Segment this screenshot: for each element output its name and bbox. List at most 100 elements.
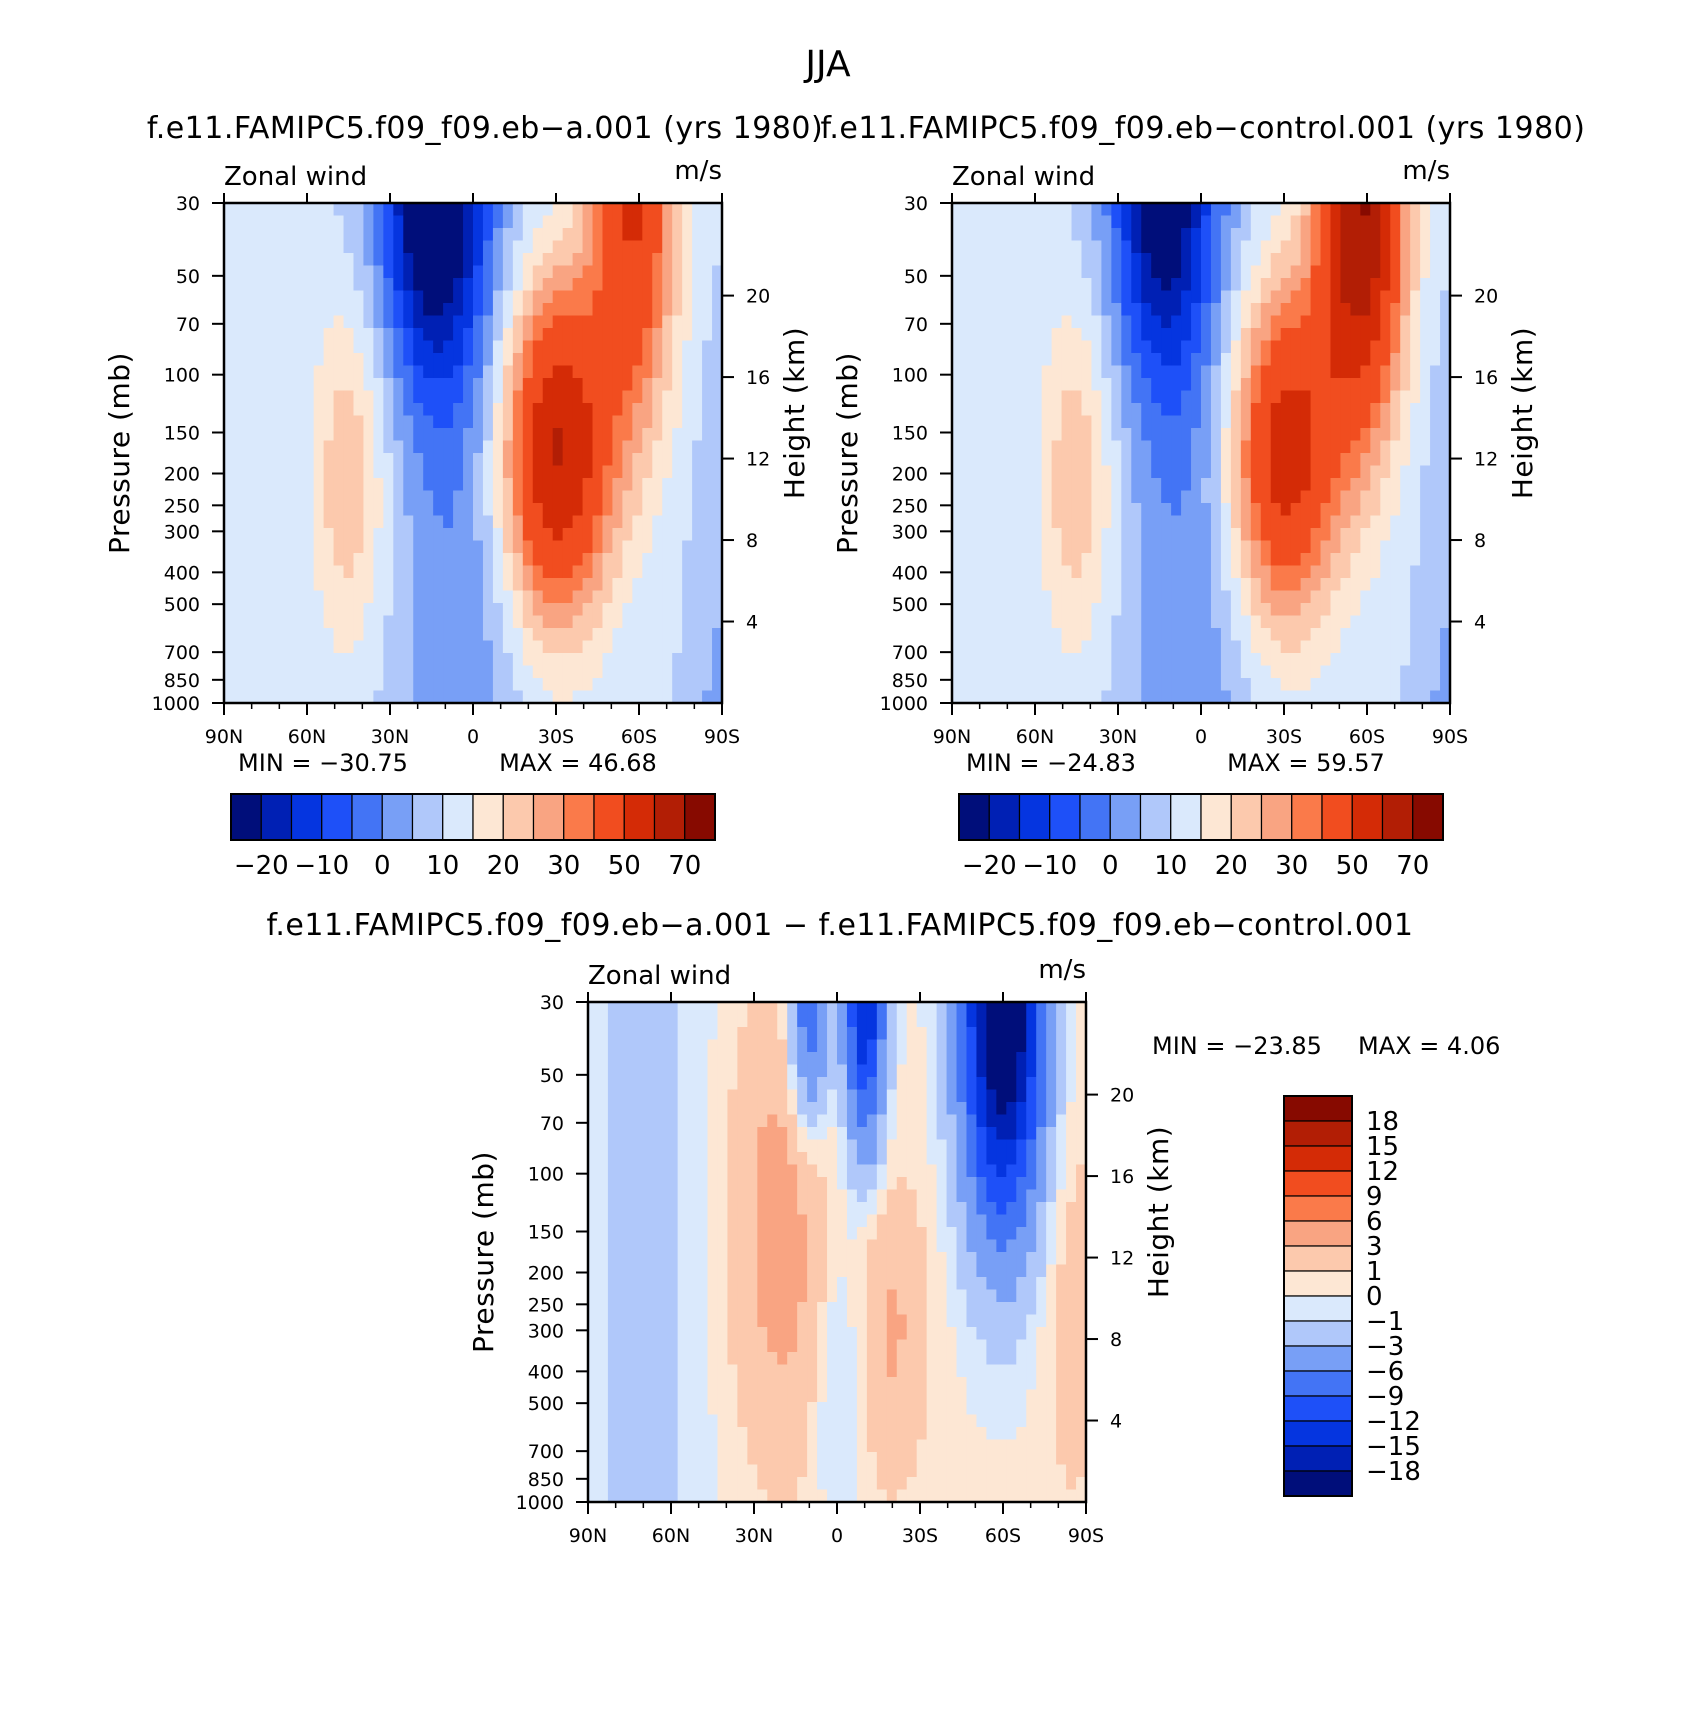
field-cell	[453, 591, 464, 604]
field-cell	[632, 441, 643, 454]
field-cell	[1370, 491, 1381, 504]
field-cell	[503, 591, 514, 604]
field-cell	[453, 353, 464, 366]
field-cell	[493, 291, 504, 304]
field-cell	[1191, 616, 1202, 629]
field-cell	[692, 578, 703, 591]
field-cell	[662, 228, 673, 241]
field-cell	[1221, 303, 1232, 316]
field-cell	[1261, 541, 1272, 554]
field-cell	[1002, 241, 1013, 254]
field-cell	[503, 603, 514, 616]
field-cell	[1410, 516, 1421, 529]
field-cell	[483, 641, 494, 654]
field-cell	[443, 666, 454, 679]
field-cell	[363, 528, 374, 541]
field-cell	[1056, 1177, 1067, 1190]
field-cell	[473, 378, 484, 391]
field-cell	[1036, 1027, 1047, 1040]
field-cell	[573, 428, 584, 441]
field-cell	[632, 641, 643, 654]
field-cell	[274, 503, 285, 516]
field-cell	[628, 1065, 639, 1078]
field-cell	[1072, 591, 1083, 604]
field-cell	[264, 378, 275, 391]
field-cell	[1101, 528, 1112, 541]
field-cell	[473, 691, 484, 704]
field-cell	[682, 653, 693, 666]
field-cell	[797, 1052, 808, 1065]
field-cell	[966, 1052, 977, 1065]
field-cell	[453, 678, 464, 691]
field-cell	[453, 228, 464, 241]
field-cell	[976, 1015, 987, 1028]
field-cell	[1430, 303, 1441, 316]
field-cell	[334, 641, 345, 654]
y-tick-label: 30	[904, 193, 928, 215]
field-cell	[373, 603, 384, 616]
field-cell	[622, 491, 633, 504]
field-cell	[393, 328, 404, 341]
field-cell	[1330, 291, 1341, 304]
field-cell	[622, 266, 633, 279]
field-cell	[1002, 266, 1013, 279]
field-cell	[1380, 278, 1391, 291]
field-cell	[1311, 653, 1322, 666]
field-cell	[314, 278, 325, 291]
field-cell	[632, 478, 643, 491]
field-cell	[383, 278, 394, 291]
field-cell	[1271, 503, 1282, 516]
field-cell	[1131, 528, 1142, 541]
field-cell	[1211, 353, 1222, 366]
field-cell	[413, 291, 424, 304]
field-cell	[662, 541, 673, 554]
field-cell	[1111, 678, 1122, 691]
field-cell	[947, 1102, 958, 1115]
field-cell	[662, 316, 673, 329]
field-cell	[1111, 378, 1122, 391]
field-cell	[1141, 528, 1152, 541]
field-cell	[632, 353, 643, 366]
field-cell	[1131, 578, 1142, 591]
field-cell	[234, 591, 245, 604]
field-cell	[1291, 466, 1302, 479]
field-cell	[363, 441, 374, 454]
field-cell	[563, 553, 574, 566]
field-cell	[947, 1115, 958, 1128]
field-cell	[867, 1077, 878, 1090]
field-cell	[393, 628, 404, 641]
field-cell	[1201, 328, 1212, 341]
field-cell	[907, 1115, 918, 1128]
field-cell	[1370, 266, 1381, 279]
field-cell	[1241, 628, 1252, 641]
field-cell	[543, 366, 554, 379]
field-cell	[1241, 478, 1252, 491]
field-cell	[1026, 1140, 1037, 1153]
field-cell	[1042, 328, 1053, 341]
field-cell	[1251, 478, 1262, 491]
field-cell	[1151, 503, 1162, 516]
field-cell	[1101, 378, 1112, 391]
field-cell	[867, 1040, 878, 1053]
field-cell	[1191, 241, 1202, 254]
field-cell	[1201, 366, 1212, 379]
field-cell	[1241, 341, 1252, 354]
field-cell	[1062, 328, 1073, 341]
field-cell	[1291, 516, 1302, 529]
field-cell	[234, 453, 245, 466]
field-cell	[314, 678, 325, 691]
field-cell	[642, 528, 653, 541]
field-cell	[363, 666, 374, 679]
field-cell	[1002, 203, 1013, 216]
variable-label: Zonal wind	[224, 162, 367, 192]
field-cell	[1022, 378, 1033, 391]
field-cell	[1291, 328, 1302, 341]
field-cell	[652, 628, 663, 641]
field-cell	[463, 491, 474, 504]
field-cell	[682, 578, 693, 591]
field-cell	[1251, 578, 1262, 591]
field-cell	[1211, 366, 1222, 379]
field-cell	[1291, 391, 1302, 404]
field-cell	[1311, 241, 1322, 254]
